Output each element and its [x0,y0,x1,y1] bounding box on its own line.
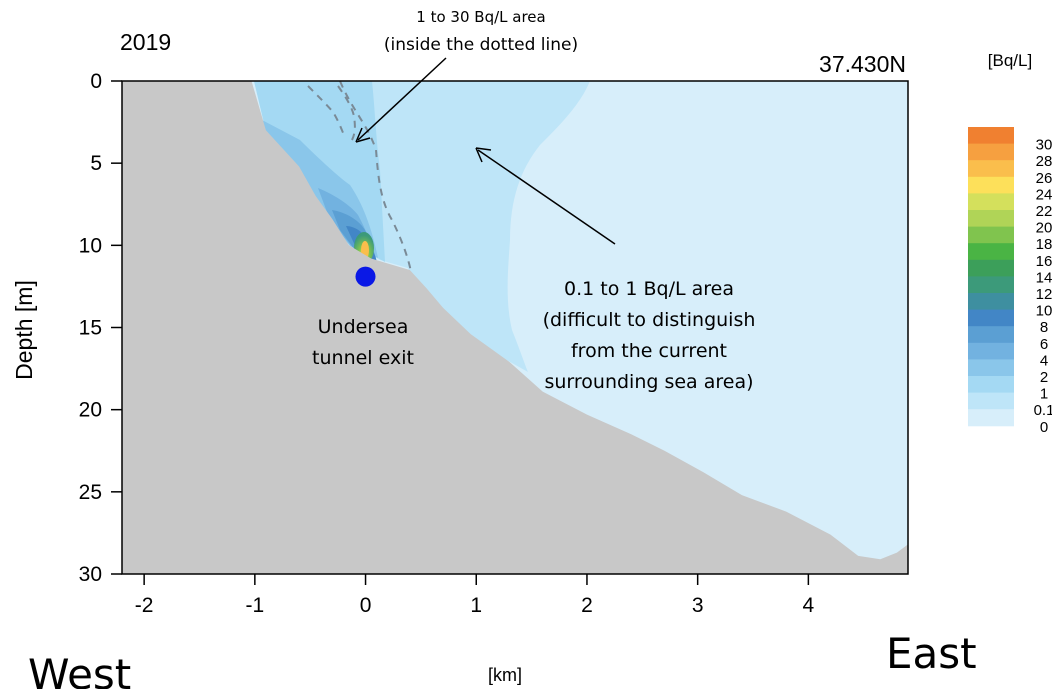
colorbar-tick-label: 6 [1040,336,1048,353]
annotation-high-area: 1 to 30 Bq/L area [416,8,545,26]
colorbar-segment [968,127,1014,145]
colorbar-segment [968,193,1014,211]
colorbar-segment [968,210,1014,228]
annotation-high-area-note: (inside the dotted line) [384,35,578,55]
colorbar-tick-label: 14 [1036,269,1052,286]
y-tick-label: 20 [79,399,102,422]
y-axis-label: Depth [m] [11,280,37,380]
colorbar-segment [968,160,1014,178]
annotation-low-area-4: surrounding sea area) [544,371,753,393]
y-axis: 0 5 10 15 20 25 30 [79,70,122,586]
y-tick-label: 10 [79,234,102,257]
x-axis: -2 -1 0 1 2 3 4 [135,574,815,617]
colorbar-tick-label: 30 [1036,137,1052,154]
colorbar-tick-label: 28 [1036,153,1052,170]
dotted-line-right [339,81,413,279]
x-tick-label: 0 [360,594,372,617]
colorbar-tick-label: 0.1 [1034,402,1052,419]
colorbar-segment [968,392,1014,410]
x-tick-label: 2 [581,594,593,617]
colorbar-tick-label: 8 [1040,319,1048,336]
x-tick-label: 1 [470,594,482,617]
arrow-low-area [477,149,616,245]
colorbar-segment [968,243,1014,261]
colorbar-tick-label: 12 [1036,286,1052,303]
y-tick-label: 30 [79,563,102,586]
colorbar-tick-label: 26 [1036,170,1052,187]
colorbar-tick-label: 1 [1040,386,1048,403]
x-tick-label: -2 [135,594,154,617]
colorbar-tick-label: 4 [1040,352,1048,369]
colorbar-segment [968,143,1014,161]
y-tick-label: 15 [79,317,102,340]
title-left: 2019 [120,29,171,55]
colorbar-tick-label: 0 [1040,419,1048,436]
colorbar-tick-label: 24 [1036,186,1052,203]
y-tick-label: 5 [90,152,102,175]
y-tick-label: 25 [79,481,102,504]
colorbar-tick-label: 22 [1036,203,1052,220]
label-west: West [28,650,131,689]
colorbar-segment [968,342,1014,360]
arrow-high-area [357,57,447,141]
title-right: 37.430N [819,51,906,77]
plot-area [122,81,908,574]
colorbar-tick-label: 16 [1036,253,1052,270]
x-tick-label: 3 [692,594,704,617]
tunnel-exit-marker [355,266,376,287]
colorbar-tick-label: 20 [1036,220,1052,237]
arrow-low-area-head [475,147,492,163]
colorbar-tick-label: 18 [1036,236,1052,253]
colorbar-segment [968,409,1014,427]
colorbar-unit: [Bq/L] [988,51,1032,70]
y-tick-label: 0 [90,70,102,93]
colorbar-segment [968,293,1014,311]
colorbar-segment [968,359,1014,377]
annotation-tunnel-2: tunnel exit [312,347,414,369]
colorbar-segment [968,276,1014,294]
colorbar-segment [968,226,1014,244]
colorbar-tick-label: 10 [1036,303,1052,320]
x-axis-label: [km] [488,665,522,685]
annotation-low-area-1: 0.1 to 1 Bq/L area [564,278,734,300]
arrow-high-area-head [355,127,371,143]
annotation-low-area-3: from the current [571,340,727,362]
seabed [122,81,908,574]
x-tick-label: 4 [803,594,815,617]
colorbar-segment [968,176,1014,194]
colorbar-segment [968,259,1014,277]
label-east: East [886,629,977,678]
dotted-line-left [307,85,346,139]
annotation-low-area-2: (difficult to distinguish [543,309,756,331]
colorbar-segment [968,326,1014,344]
annotation-tunnel-1: Undersea [318,316,409,338]
colorbar-tick-label: 2 [1040,369,1048,386]
x-tick-label: -1 [246,594,265,617]
colorbar-segment [968,309,1014,327]
colorbar-segment [968,376,1014,394]
